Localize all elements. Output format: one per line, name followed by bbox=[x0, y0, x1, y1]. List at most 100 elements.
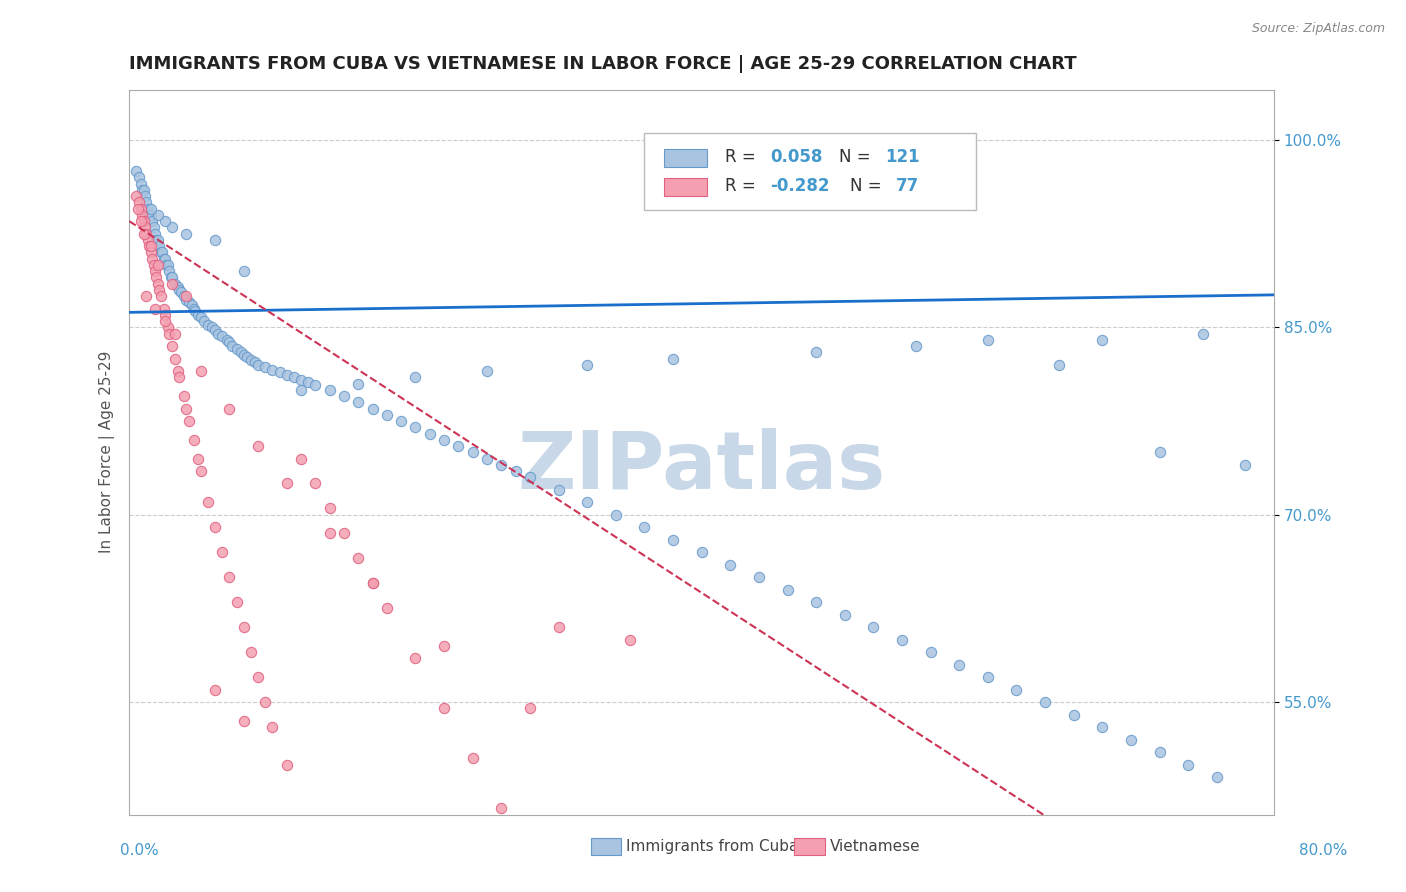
Point bbox=[129, 202, 152, 216]
Point bbox=[163, 277, 186, 291]
Point bbox=[152, 301, 174, 316]
Point bbox=[211, 329, 233, 343]
Point bbox=[136, 202, 159, 216]
Point bbox=[419, 426, 441, 441]
Point bbox=[211, 545, 233, 559]
Text: R =: R = bbox=[724, 178, 761, 195]
Point bbox=[218, 570, 240, 584]
Point bbox=[204, 233, 226, 247]
Point bbox=[304, 377, 326, 392]
Point bbox=[138, 208, 160, 222]
Point bbox=[143, 301, 166, 316]
Point bbox=[547, 483, 569, 497]
Point bbox=[145, 233, 167, 247]
Point bbox=[232, 348, 254, 362]
Point bbox=[149, 289, 172, 303]
Point bbox=[1063, 707, 1085, 722]
Point bbox=[141, 214, 163, 228]
Point bbox=[153, 308, 176, 322]
Point bbox=[239, 645, 262, 659]
Point bbox=[176, 401, 198, 416]
Text: ZIPatlas: ZIPatlas bbox=[517, 428, 886, 506]
Point bbox=[138, 239, 160, 253]
Text: N =: N = bbox=[851, 178, 887, 195]
Point bbox=[201, 320, 224, 334]
Point bbox=[247, 439, 270, 453]
Point bbox=[1149, 745, 1171, 759]
Point bbox=[207, 326, 229, 341]
Point bbox=[748, 570, 770, 584]
Point bbox=[146, 277, 169, 291]
Point bbox=[318, 501, 340, 516]
Point bbox=[153, 314, 176, 328]
Point bbox=[221, 339, 243, 353]
Point bbox=[283, 370, 305, 384]
Point bbox=[129, 214, 152, 228]
Point bbox=[276, 368, 298, 382]
Point bbox=[135, 195, 157, 210]
Point bbox=[132, 227, 155, 241]
Point bbox=[190, 464, 212, 478]
Point bbox=[347, 376, 370, 391]
Point bbox=[347, 551, 370, 566]
Point bbox=[149, 245, 172, 260]
Point bbox=[361, 576, 384, 591]
Point bbox=[134, 220, 156, 235]
Point bbox=[519, 701, 541, 715]
Point bbox=[1005, 682, 1028, 697]
Point bbox=[142, 220, 165, 235]
Point bbox=[254, 695, 277, 709]
Point bbox=[125, 189, 148, 203]
Point bbox=[690, 545, 713, 559]
Point bbox=[1033, 695, 1056, 709]
Point bbox=[519, 470, 541, 484]
Point bbox=[276, 476, 298, 491]
Point bbox=[187, 308, 209, 322]
Text: 80.0%: 80.0% bbox=[1299, 843, 1347, 858]
Point bbox=[235, 351, 257, 365]
Point bbox=[361, 576, 384, 591]
Point bbox=[619, 632, 641, 647]
Point bbox=[920, 645, 942, 659]
Point bbox=[187, 451, 209, 466]
Point bbox=[204, 682, 226, 697]
Point bbox=[389, 414, 412, 428]
Point bbox=[157, 326, 180, 341]
Point bbox=[128, 170, 150, 185]
Point bbox=[633, 520, 655, 534]
Point bbox=[193, 314, 215, 328]
Point bbox=[173, 389, 195, 403]
Point bbox=[297, 376, 319, 390]
Point bbox=[135, 227, 157, 241]
Point bbox=[290, 451, 312, 466]
Point bbox=[662, 351, 685, 366]
Point bbox=[232, 264, 254, 278]
Text: -0.282: -0.282 bbox=[770, 178, 830, 195]
Point bbox=[160, 220, 183, 235]
Point bbox=[218, 401, 240, 416]
Text: Vietnamese: Vietnamese bbox=[830, 839, 920, 854]
Point bbox=[146, 258, 169, 272]
Point bbox=[134, 189, 156, 203]
Point bbox=[375, 408, 398, 422]
Point bbox=[146, 233, 169, 247]
Point bbox=[447, 439, 470, 453]
Point bbox=[190, 364, 212, 378]
Point bbox=[156, 258, 179, 272]
Point bbox=[1177, 757, 1199, 772]
Point bbox=[143, 264, 166, 278]
Point bbox=[197, 318, 219, 332]
Point bbox=[862, 620, 884, 634]
Point bbox=[475, 364, 498, 378]
Point bbox=[155, 258, 177, 272]
Point bbox=[491, 458, 513, 472]
Point bbox=[333, 389, 356, 403]
Point bbox=[159, 270, 181, 285]
Point bbox=[139, 245, 162, 260]
Text: Immigrants from Cuba: Immigrants from Cuba bbox=[626, 839, 799, 854]
Point bbox=[183, 433, 205, 447]
Point bbox=[136, 233, 159, 247]
Bar bbox=[664, 178, 707, 195]
Point bbox=[718, 558, 741, 572]
Point bbox=[183, 301, 205, 316]
